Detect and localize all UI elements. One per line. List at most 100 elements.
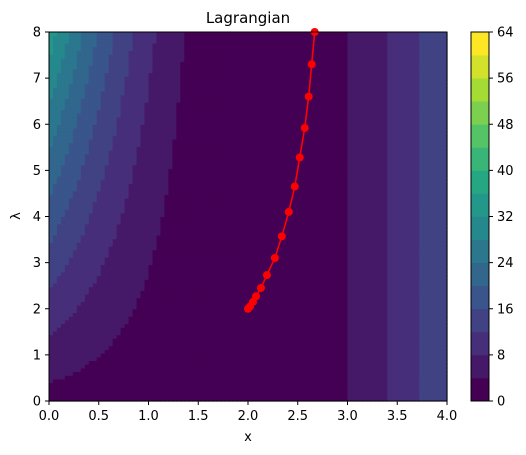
contour-cell — [108, 54, 114, 59]
contour-cell — [216, 305, 221, 310]
contour-cell — [156, 371, 162, 376]
contour-cell — [140, 345, 146, 350]
contour-cell — [220, 72, 225, 77]
contour-cell — [80, 120, 86, 125]
contour-cell — [240, 153, 245, 159]
contour-cell — [240, 378, 245, 384]
contour-cell — [124, 94, 130, 100]
contour-cell — [208, 271, 213, 277]
contour-cell — [224, 364, 229, 369]
contour-cell — [108, 353, 114, 358]
contour-cell — [180, 316, 185, 321]
contour-cell — [68, 116, 74, 122]
contour-cell — [236, 260, 241, 266]
contour-cell — [96, 98, 102, 103]
contour-cell — [180, 234, 185, 240]
contour-cell — [144, 194, 150, 199]
contour-cell — [72, 264, 78, 269]
contour-cell — [196, 142, 201, 147]
contour-cell — [68, 87, 74, 92]
contour-cell — [84, 109, 90, 114]
contour-cell — [168, 293, 173, 299]
contour-cell — [96, 65, 102, 70]
contour-cell — [104, 54, 110, 59]
contour-cell — [204, 127, 209, 133]
contour-cell — [60, 105, 66, 111]
contour-cell — [116, 353, 122, 358]
contour-cell — [216, 87, 221, 92]
contour-cell — [164, 378, 169, 384]
contour-cell — [116, 186, 122, 192]
contour-cell — [152, 146, 158, 151]
contour-cell — [196, 91, 201, 96]
contour-cell — [56, 120, 62, 125]
contour-cell — [152, 65, 158, 70]
contour-cell — [152, 201, 158, 207]
contour-cell — [64, 290, 70, 295]
contour-cell — [152, 198, 158, 203]
contour-cell — [232, 334, 237, 339]
contour-cell — [200, 32, 205, 37]
contour-cell — [180, 105, 185, 111]
contour-cell — [52, 257, 58, 262]
contour-cell — [64, 260, 70, 266]
contour-cell — [176, 323, 181, 328]
contour-cell — [80, 168, 86, 173]
contour-cell — [176, 268, 181, 273]
contour-cell — [60, 186, 66, 192]
contour-cell — [192, 356, 197, 362]
contour-cell — [148, 301, 154, 306]
contour-cell — [180, 319, 185, 325]
contour-cell — [200, 102, 205, 107]
contour-cell — [164, 98, 169, 103]
contour-cell — [148, 389, 154, 395]
contour-cell — [232, 50, 237, 55]
contour-cell — [84, 32, 90, 37]
contour-cell — [100, 360, 106, 365]
contour-cell — [168, 135, 173, 140]
contour-cell — [76, 201, 82, 207]
contour-cell — [92, 65, 98, 70]
contour-cell — [156, 338, 162, 343]
contour-cell — [108, 157, 114, 162]
contour-cell — [184, 168, 189, 173]
contour-cell — [132, 246, 138, 251]
contour-cell — [128, 234, 134, 240]
contour-cell — [228, 279, 233, 284]
contour-cell — [156, 168, 162, 173]
contour-cell — [216, 194, 221, 199]
contour-cell — [220, 135, 225, 140]
contour-cell — [220, 153, 225, 159]
contour-cell — [200, 68, 205, 74]
contour-cell — [176, 389, 181, 395]
contour-cell — [148, 127, 154, 133]
contour-cell — [220, 386, 225, 391]
contour-cell — [212, 316, 217, 321]
contour-cell — [236, 349, 241, 354]
contour-cell — [148, 135, 154, 140]
contour-cell — [88, 105, 94, 111]
contour-cell — [52, 194, 58, 199]
contour-cell — [68, 223, 74, 229]
contour-cell — [100, 146, 106, 151]
contour-cell — [124, 242, 130, 247]
contour-cell — [152, 216, 158, 221]
contour-cell — [220, 68, 225, 74]
contour-cell — [196, 83, 201, 88]
contour-cell — [104, 183, 110, 188]
contour-cell — [124, 65, 130, 70]
contour-cell — [144, 168, 150, 173]
contour-cell — [49, 175, 54, 181]
contour-cell — [212, 175, 217, 181]
contour-cell — [49, 201, 54, 207]
contour-cell — [208, 253, 213, 258]
contour-cell — [49, 79, 54, 85]
contour-cell — [128, 279, 134, 284]
contour-cell — [136, 353, 142, 358]
contour-cell — [156, 124, 162, 129]
contour-cell — [184, 297, 189, 302]
contour-cell — [200, 341, 205, 347]
contour-cell — [152, 109, 158, 114]
contour-cell — [52, 153, 58, 159]
contour-cell — [204, 345, 209, 350]
